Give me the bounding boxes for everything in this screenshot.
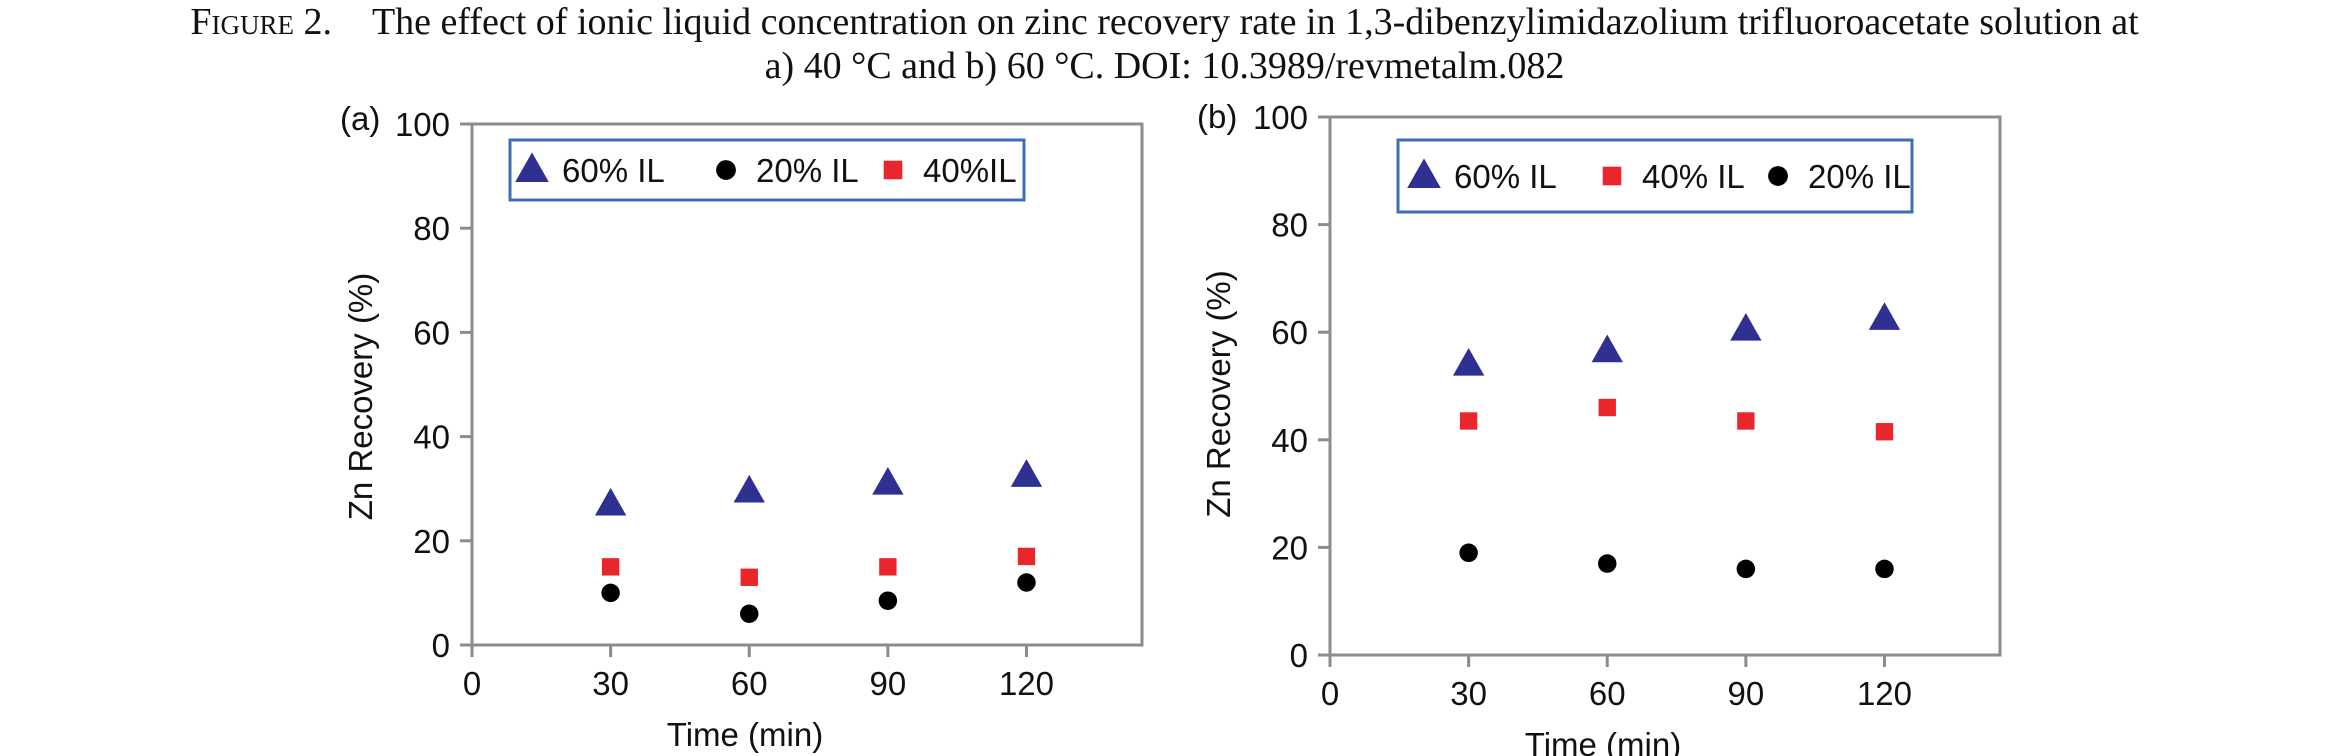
y-axis-label: Zn Recovery (%) — [342, 273, 379, 521]
y-tick-label: 40 — [413, 419, 450, 456]
series-square — [1459, 398, 1894, 441]
series-circle — [1459, 543, 1894, 579]
data-point — [733, 474, 765, 503]
legend: 60% IL 40% IL 20% IL — [1396, 138, 1914, 214]
x-tick-label: 120 — [1857, 675, 1912, 712]
data-point — [601, 558, 620, 576]
data-point — [1736, 559, 1756, 579]
series-circle — [601, 573, 1036, 623]
y-tick-label: 20 — [413, 523, 450, 560]
y-tick-label: 100 — [395, 106, 450, 143]
y-tick-label: 60 — [413, 314, 450, 351]
y-tick-label: 20 — [1271, 529, 1308, 566]
caption-text-1: The effect of ionic liquid concentration… — [371, 1, 2139, 43]
x-tick-label: 0 — [1321, 675, 1339, 712]
data-point — [1017, 547, 1036, 566]
data-point — [1737, 412, 1755, 430]
legend-entry: 20% IL — [756, 152, 859, 189]
x-tick-label: 90 — [870, 665, 907, 702]
panel-label: (a) — [340, 100, 380, 137]
figure-caption: Figure 2. The effect of ionic liquid conc… — [0, 0, 2329, 88]
x-tick-label: 30 — [1450, 675, 1487, 712]
y-tick-label: 80 — [413, 210, 450, 247]
caption-line-2: a) 40 °C and b) 60 °C. DOI: 10.3989/revm… — [764, 45, 1565, 87]
data-point — [872, 466, 904, 495]
caption-line-1: Figure 2. The effect of ionic liquid conc… — [0, 0, 2329, 44]
data-point — [1598, 554, 1617, 573]
y-tick-label: 60 — [1271, 314, 1308, 351]
x-tick-label: 60 — [731, 665, 768, 702]
legend-box — [1396, 138, 1914, 214]
legend-entry: 60% IL — [1454, 158, 1557, 195]
y-tick-label: 0 — [432, 627, 450, 664]
legend-entry: 40%IL — [923, 152, 1017, 189]
legend-marker-square — [883, 160, 903, 180]
data-point — [1868, 302, 1901, 330]
legend-entry: 60% IL — [562, 152, 665, 189]
data-point — [1591, 334, 1623, 363]
data-point — [1010, 459, 1043, 487]
data-point — [879, 558, 897, 576]
series-triangle — [1452, 302, 1901, 376]
panel-label: (b) — [1197, 98, 1237, 135]
legend-marker-circle — [716, 160, 736, 180]
legend-entry: 40% IL — [1642, 158, 1745, 195]
series-square — [601, 547, 1036, 586]
y-axis-label: Zn Recovery (%) — [1200, 270, 1237, 518]
data-point — [1459, 412, 1478, 430]
data-point — [1875, 559, 1894, 579]
chart-panel-a: 0 20 40 60 80 100 0 30 60 90 120 Time (min) Zn Recov… — [340, 100, 1144, 753]
y-tick-label: 0 — [1290, 637, 1308, 674]
legend-marker-triangle — [515, 152, 549, 182]
data-point — [878, 591, 898, 610]
data-point — [601, 583, 620, 603]
x-tick-label: 90 — [1728, 675, 1765, 712]
y-tick-label: 40 — [1271, 422, 1308, 459]
plot-frame — [470, 122, 1144, 647]
x-tick-label: 60 — [1589, 675, 1626, 712]
x-axis-label: Time (min) — [667, 716, 823, 753]
series-triangle — [594, 459, 1043, 516]
x-tick-label: 30 — [592, 665, 629, 702]
x-axis-label: Time (min) — [1525, 726, 1681, 756]
plot-frame — [1328, 115, 2002, 657]
y-tick-label: 100 — [1253, 99, 1308, 136]
data-point — [740, 604, 759, 623]
legend: 60% IL 20% IL 40%IL — [508, 138, 1026, 202]
data-point — [740, 568, 758, 586]
x-tick-label: 0 — [463, 665, 481, 702]
legend-marker-square — [1602, 166, 1622, 186]
data-point — [1730, 313, 1762, 341]
data-point — [1875, 423, 1894, 441]
legend-box — [508, 138, 1026, 202]
caption-lead: Figure 2. — [190, 1, 332, 43]
data-point — [1598, 398, 1616, 417]
legend-marker-circle — [1768, 166, 1788, 186]
x-tick-label: 120 — [999, 665, 1054, 702]
data-point — [1017, 573, 1036, 592]
legend-marker-triangle — [1407, 158, 1441, 188]
data-point — [1452, 347, 1485, 376]
data-point — [594, 487, 627, 516]
data-point — [1459, 543, 1478, 563]
legend-entry: 20% IL — [1808, 158, 1911, 195]
y-tick-label: 80 — [1271, 207, 1308, 244]
chart-panel-b: 0 20 40 60 80 100 0 30 60 90 120 Time (min) Zn Recov… — [1197, 98, 2002, 756]
